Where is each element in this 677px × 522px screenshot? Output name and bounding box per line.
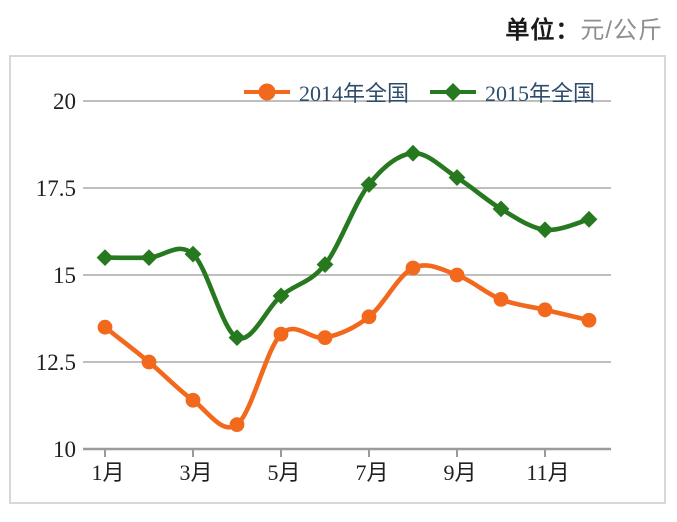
data-point-2015年全国 — [228, 329, 246, 347]
x-axis-label: 9月 — [443, 460, 476, 485]
data-point-2014年全国 — [581, 312, 597, 328]
series-line-2014年全国 — [102, 263, 592, 430]
data-point-2014年全国 — [449, 267, 465, 283]
legend-diamond-marker-icon — [430, 83, 477, 101]
data-point-2014年全国 — [537, 302, 553, 318]
data-point-2014年全国 — [405, 260, 421, 276]
legend-circle-marker-icon — [244, 83, 290, 101]
data-point-2014年全国 — [361, 309, 377, 325]
chart-legend: 2014年全国 2015年全国 — [243, 76, 595, 108]
chart-frame — [9, 55, 666, 504]
x-axis-label: 11月 — [526, 460, 569, 485]
y-axis-label: 20 — [53, 89, 76, 114]
y-axis-label: 17.5 — [36, 176, 76, 201]
series-line-2015年全国 — [102, 150, 592, 341]
data-point-2015年全国 — [448, 169, 466, 186]
data-point-2014年全国 — [185, 392, 201, 408]
y-axis-label: 15 — [53, 263, 76, 288]
data-point-2014年全国 — [273, 326, 289, 342]
data-point-2015年全国 — [404, 144, 422, 162]
legend-item-2014: 2014年全国 — [243, 76, 409, 108]
data-point-2014年全国 — [317, 330, 333, 346]
data-point-2015年全国 — [536, 221, 554, 239]
legend-item-2015: 2015年全国 — [429, 76, 595, 108]
data-point-2015年全国 — [580, 210, 598, 228]
unit-label: 单位：元/公斤 — [505, 10, 663, 45]
x-axis-label: 1月 — [91, 460, 124, 485]
data-point-2014年全国 — [229, 417, 245, 433]
data-point-2014年全国 — [493, 291, 509, 307]
data-point-2014年全国 — [97, 319, 113, 335]
y-axis-label: 12.5 — [36, 350, 76, 375]
data-point-2015年全国 — [96, 249, 114, 266]
y-axis-label: 10 — [53, 437, 76, 462]
data-point-2015年全国 — [492, 200, 510, 218]
data-point-2014年全国 — [141, 354, 157, 370]
unit-label-value: 元/公斤 — [580, 17, 663, 44]
legend-label-2015: 2015年全国 — [485, 81, 596, 106]
data-point-2015年全国 — [184, 245, 202, 263]
data-point-2015年全国 — [316, 256, 334, 273]
unit-label-prefix: 单位： — [505, 17, 581, 44]
data-point-2015年全国 — [272, 287, 290, 305]
x-axis-label: 7月 — [355, 460, 388, 485]
x-axis-label: 3月 — [179, 460, 212, 485]
data-point-2015年全国 — [360, 176, 378, 193]
legend-label-2014: 2014年全国 — [299, 81, 410, 106]
x-axis-label: 5月 — [267, 460, 300, 485]
data-point-2015年全国 — [140, 249, 158, 266]
